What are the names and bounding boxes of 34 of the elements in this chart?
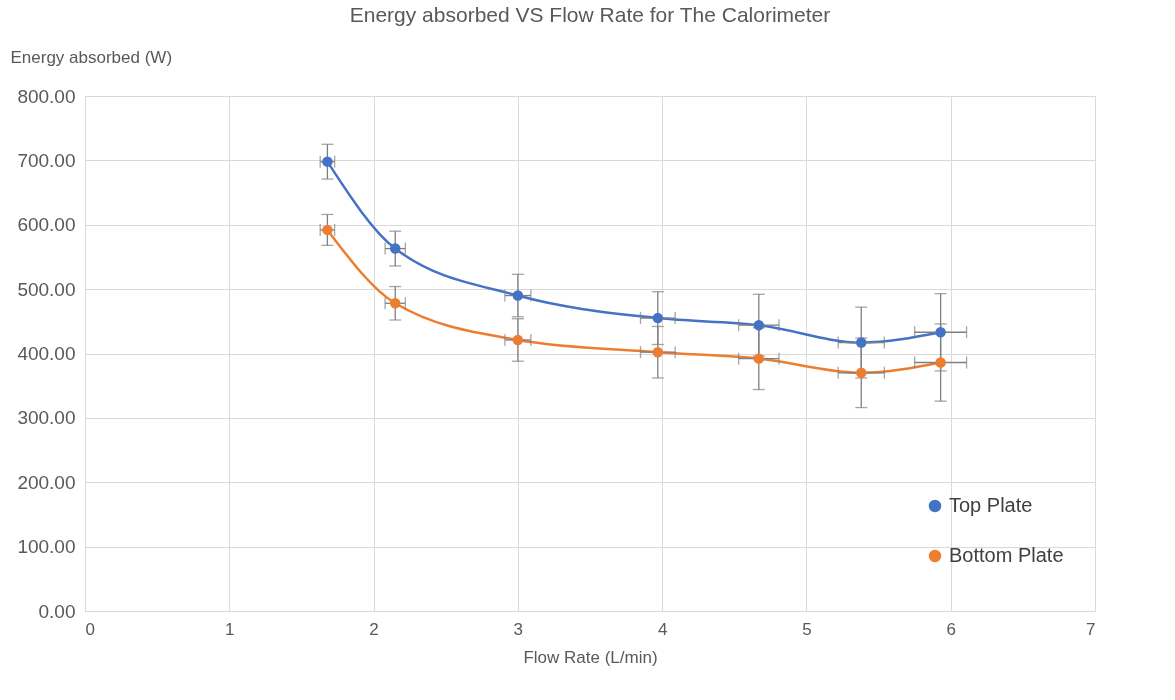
point [935, 327, 946, 338]
point [652, 346, 664, 358]
y-tick-label: 400.00 [17, 343, 76, 364]
x-axis-title: Flow Rate (L/min) [523, 647, 658, 667]
x-tick-label: 4 [657, 619, 668, 639]
y-tick-label: 100.00 [17, 536, 76, 558]
y-tick-label: 800.00 [17, 85, 76, 107]
point [389, 298, 401, 309]
x-tick-label: 6 [946, 619, 956, 639]
point [512, 334, 524, 346]
legend-label: Top Plate [949, 494, 1033, 516]
y-tick-label: 200.00 [17, 471, 76, 493]
point [856, 367, 867, 379]
point [856, 337, 867, 348]
x-tick-label: 5 [802, 619, 812, 639]
point [389, 243, 401, 254]
y-tick-label: 0.00 [38, 600, 76, 622]
x-tick-label: 2 [369, 619, 379, 639]
y-tick-label: 600.00 [17, 214, 76, 236]
x-tick-label: 3 [513, 619, 524, 639]
point [512, 290, 524, 301]
y-tick-label: 300.00 [17, 407, 76, 429]
x-tick-label: 1 [225, 619, 235, 639]
y-axis-title: Energy absorbed (W) [10, 47, 173, 67]
point [935, 357, 946, 368]
point [753, 319, 765, 331]
y-tick-label: 700.00 [17, 149, 76, 171]
x-tick-label: 7 [1086, 619, 1096, 639]
legend-label: Bottom Plate [949, 544, 1064, 566]
chart-title: Energy absorbed VS Flow Rate for The Calorimeter [349, 3, 831, 26]
y-tick-label: 500.00 [17, 278, 76, 300]
point [652, 312, 664, 324]
point [753, 353, 765, 364]
x-tick-label: 0 [85, 619, 95, 639]
